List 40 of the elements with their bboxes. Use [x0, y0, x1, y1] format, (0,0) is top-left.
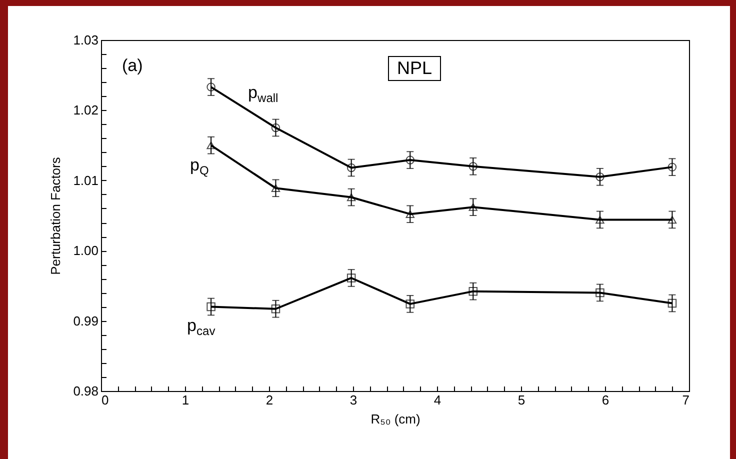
x-tick-label: 4 [434, 392, 442, 408]
point [406, 210, 414, 218]
point [346, 274, 356, 282]
point [668, 216, 677, 224]
x-tick-label: 6 [602, 392, 610, 408]
point [668, 162, 677, 172]
point [206, 141, 216, 150]
x-tick-label: 5 [518, 392, 526, 408]
point [271, 123, 280, 132]
y-tick-label: 1.02 [73, 102, 98, 118]
point [206, 82, 216, 92]
point [346, 193, 356, 202]
point [206, 302, 216, 312]
text-box: NPL [388, 56, 442, 81]
point [668, 298, 677, 308]
point [468, 286, 478, 296]
annotation: NPL [397, 58, 432, 78]
y-tick-label: 1.03 [73, 32, 98, 48]
point [596, 216, 604, 224]
point [271, 304, 280, 314]
y-tick-label: 1.01 [73, 172, 98, 188]
x-axis-title: R₅₀ (cm) [370, 412, 420, 426]
point [596, 288, 604, 298]
point [406, 300, 414, 308]
point [468, 162, 478, 171]
x-tick-label: 7 [682, 392, 690, 408]
point [406, 156, 414, 164]
point [596, 172, 604, 182]
y-axis-title: Perturbation Factors [48, 156, 64, 275]
x-tick-label: 1 [182, 392, 190, 408]
point [271, 184, 280, 192]
point [346, 163, 356, 172]
y-tick-label: 0.98 [73, 384, 98, 398]
y-tick-label: 0.99 [73, 313, 98, 328]
y-tick-label: 1.00 [73, 243, 98, 258]
x-tick-label: 0 [102, 392, 109, 408]
x-tick-label: 3 [350, 392, 358, 408]
x-tick-label: 2 [266, 392, 274, 408]
point [468, 203, 478, 211]
annotation: (a) [122, 56, 143, 76]
